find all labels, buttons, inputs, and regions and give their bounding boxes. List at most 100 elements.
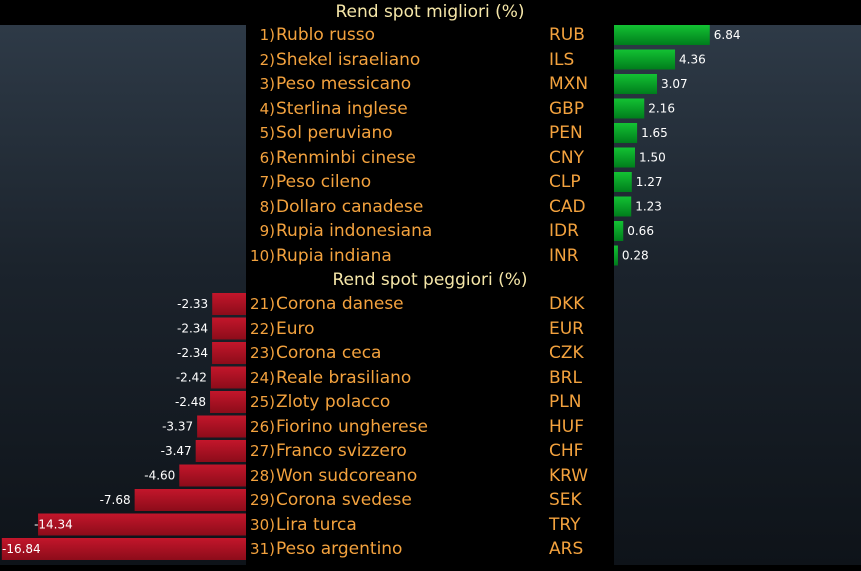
currency-name: Won sudcoreano [276,465,418,486]
bar-positive [614,49,676,70]
bar-positive [614,98,645,119]
bar-value-label: -2.42 [176,371,207,385]
currency-code: IDR [549,221,579,241]
worst-section-title: Rend spot peggiori (%) [332,270,528,290]
bar-positive [614,172,632,192]
currency-name: Franco svizzero [276,441,407,461]
currency-name: Rupia indiana [276,245,392,266]
bar-value-label: 6.84 [714,28,741,42]
rank-label: 1) [259,26,275,44]
bar-value-label: -16.84 [2,542,41,556]
currency-name: Lira turca [276,514,357,535]
currency-code: TRY [549,514,581,535]
currency-code: PLN [549,392,582,412]
currency-row: 26) Fiorino ungherese HUF [246,415,614,439]
currency-row: 10) Rupia indiana INR [246,244,614,268]
currency-code: PEN [549,123,583,143]
currency-row: 7) Peso cileno CLP [246,170,614,194]
rank-label: 22) [250,319,275,338]
bar-value-label: -2.33 [177,297,208,311]
currency-name: Peso messicano [276,74,412,94]
currency-code: EUR [549,318,584,339]
bar-value-label: -3.37 [162,420,193,434]
currency-code: CAD [549,196,586,217]
bar-value-label: 2.16 [648,102,675,116]
currency-row: 5) Sol peruviano PEN [246,121,614,145]
currency-row: 22) Euro EUR [246,317,614,341]
positive-bars-panel [614,25,861,565]
currency-row: 21) Corona danese DKK [246,292,614,316]
bar-value-label: 1.27 [636,175,663,189]
bar-negative [212,317,246,340]
bar-value-label: 1.23 [635,200,662,214]
rank-label: 23) [250,344,275,362]
currency-code: CZK [549,343,584,363]
bar-negative [212,293,246,315]
rank-label: 6) [259,148,275,167]
bar-negative [1,538,246,560]
bar-positive [614,25,710,45]
currency-row: 24) Reale brasiliano BRL [246,366,614,390]
rank-label: 5) [259,124,275,142]
currency-row: 29) Corona svedese SEK [246,488,614,512]
currency-row: 30) Lira turca TRY [246,513,614,537]
currency-code: INR [549,245,579,266]
currency-name: Shekel israeliano [276,49,421,70]
currency-name: Corona danese [276,294,404,314]
currency-row: 31) Peso argentino ARS [246,537,614,561]
rank-label: 9) [259,222,275,240]
bar-value-label: -14.34 [34,518,73,532]
bar-negative [179,464,246,487]
rank-label: 25) [250,393,275,411]
bar-positive [614,196,632,217]
bar-value-label: -3.47 [161,444,192,458]
currency-name: Corona svedese [276,490,412,510]
rank-label: 21) [250,295,275,313]
bar-value-label: 0.28 [622,249,649,263]
currency-code: CLP [549,172,581,192]
currency-name: Reale brasiliano [276,367,412,388]
positive-bars: 6.84 4.36 3.07 2.16 1.65 1.50 1.27 1.23 0.66 0.28 [614,25,740,266]
rank-label: 26) [250,417,275,436]
best-section-title: Rend spot migliori (%) [335,2,525,22]
negative-bars: -2.33 -2.34 -2.34 -2.42 -2.48 -3.37 -3.47 -4.60… [1,293,246,560]
rank-label: 8) [259,197,275,216]
bar-positive [614,245,618,266]
currency-code: MXN [549,74,589,94]
rank-label: 24) [250,368,275,387]
bar-positive [614,221,624,241]
bar-value-label: 1.50 [639,151,666,165]
bar-value-label: -2.34 [177,322,208,336]
currency-code: GBP [549,98,585,119]
rank-label: 4) [259,99,275,118]
currency-code: RUB [549,25,585,45]
currency-name: Fiorino ungherese [276,416,428,437]
bar-value-label: 4.36 [679,53,706,67]
currency-name: Rupia indonesiana [276,221,433,241]
currency-code: KRW [549,465,589,486]
currency-code: CHF [549,441,584,461]
bar-negative [134,489,246,511]
rank-label: 31) [250,540,275,558]
currency-code: SEK [549,490,582,510]
currency-row: 8) Dollaro canadese CAD [246,195,614,219]
bar-value-label: -7.68 [100,493,131,507]
currency-row: 2) Shekel israeliano ILS [246,48,614,72]
bar-positive [614,123,638,143]
currency-code: BRL [549,367,582,388]
currency-name: Sterlina inglese [276,98,408,119]
bar-value-label: 0.66 [627,224,654,238]
currency-row: 9) Rupia indonesiana IDR [246,219,614,243]
currency-row: 27) Franco svizzero CHF [246,439,614,463]
currency-code: ARS [549,539,584,559]
bar-value-label: 3.07 [661,77,688,91]
currency-name: Euro [276,318,315,339]
rank-label: 30) [250,515,275,534]
currency-name: Zloty polacco [276,392,391,412]
currency-code: DKK [549,294,585,314]
currency-code: ILS [549,49,575,70]
currency-name: Sol peruviano [276,123,393,143]
currency-name: Corona ceca [276,343,382,363]
bar-positive [614,147,635,168]
bar-negative [210,391,246,413]
